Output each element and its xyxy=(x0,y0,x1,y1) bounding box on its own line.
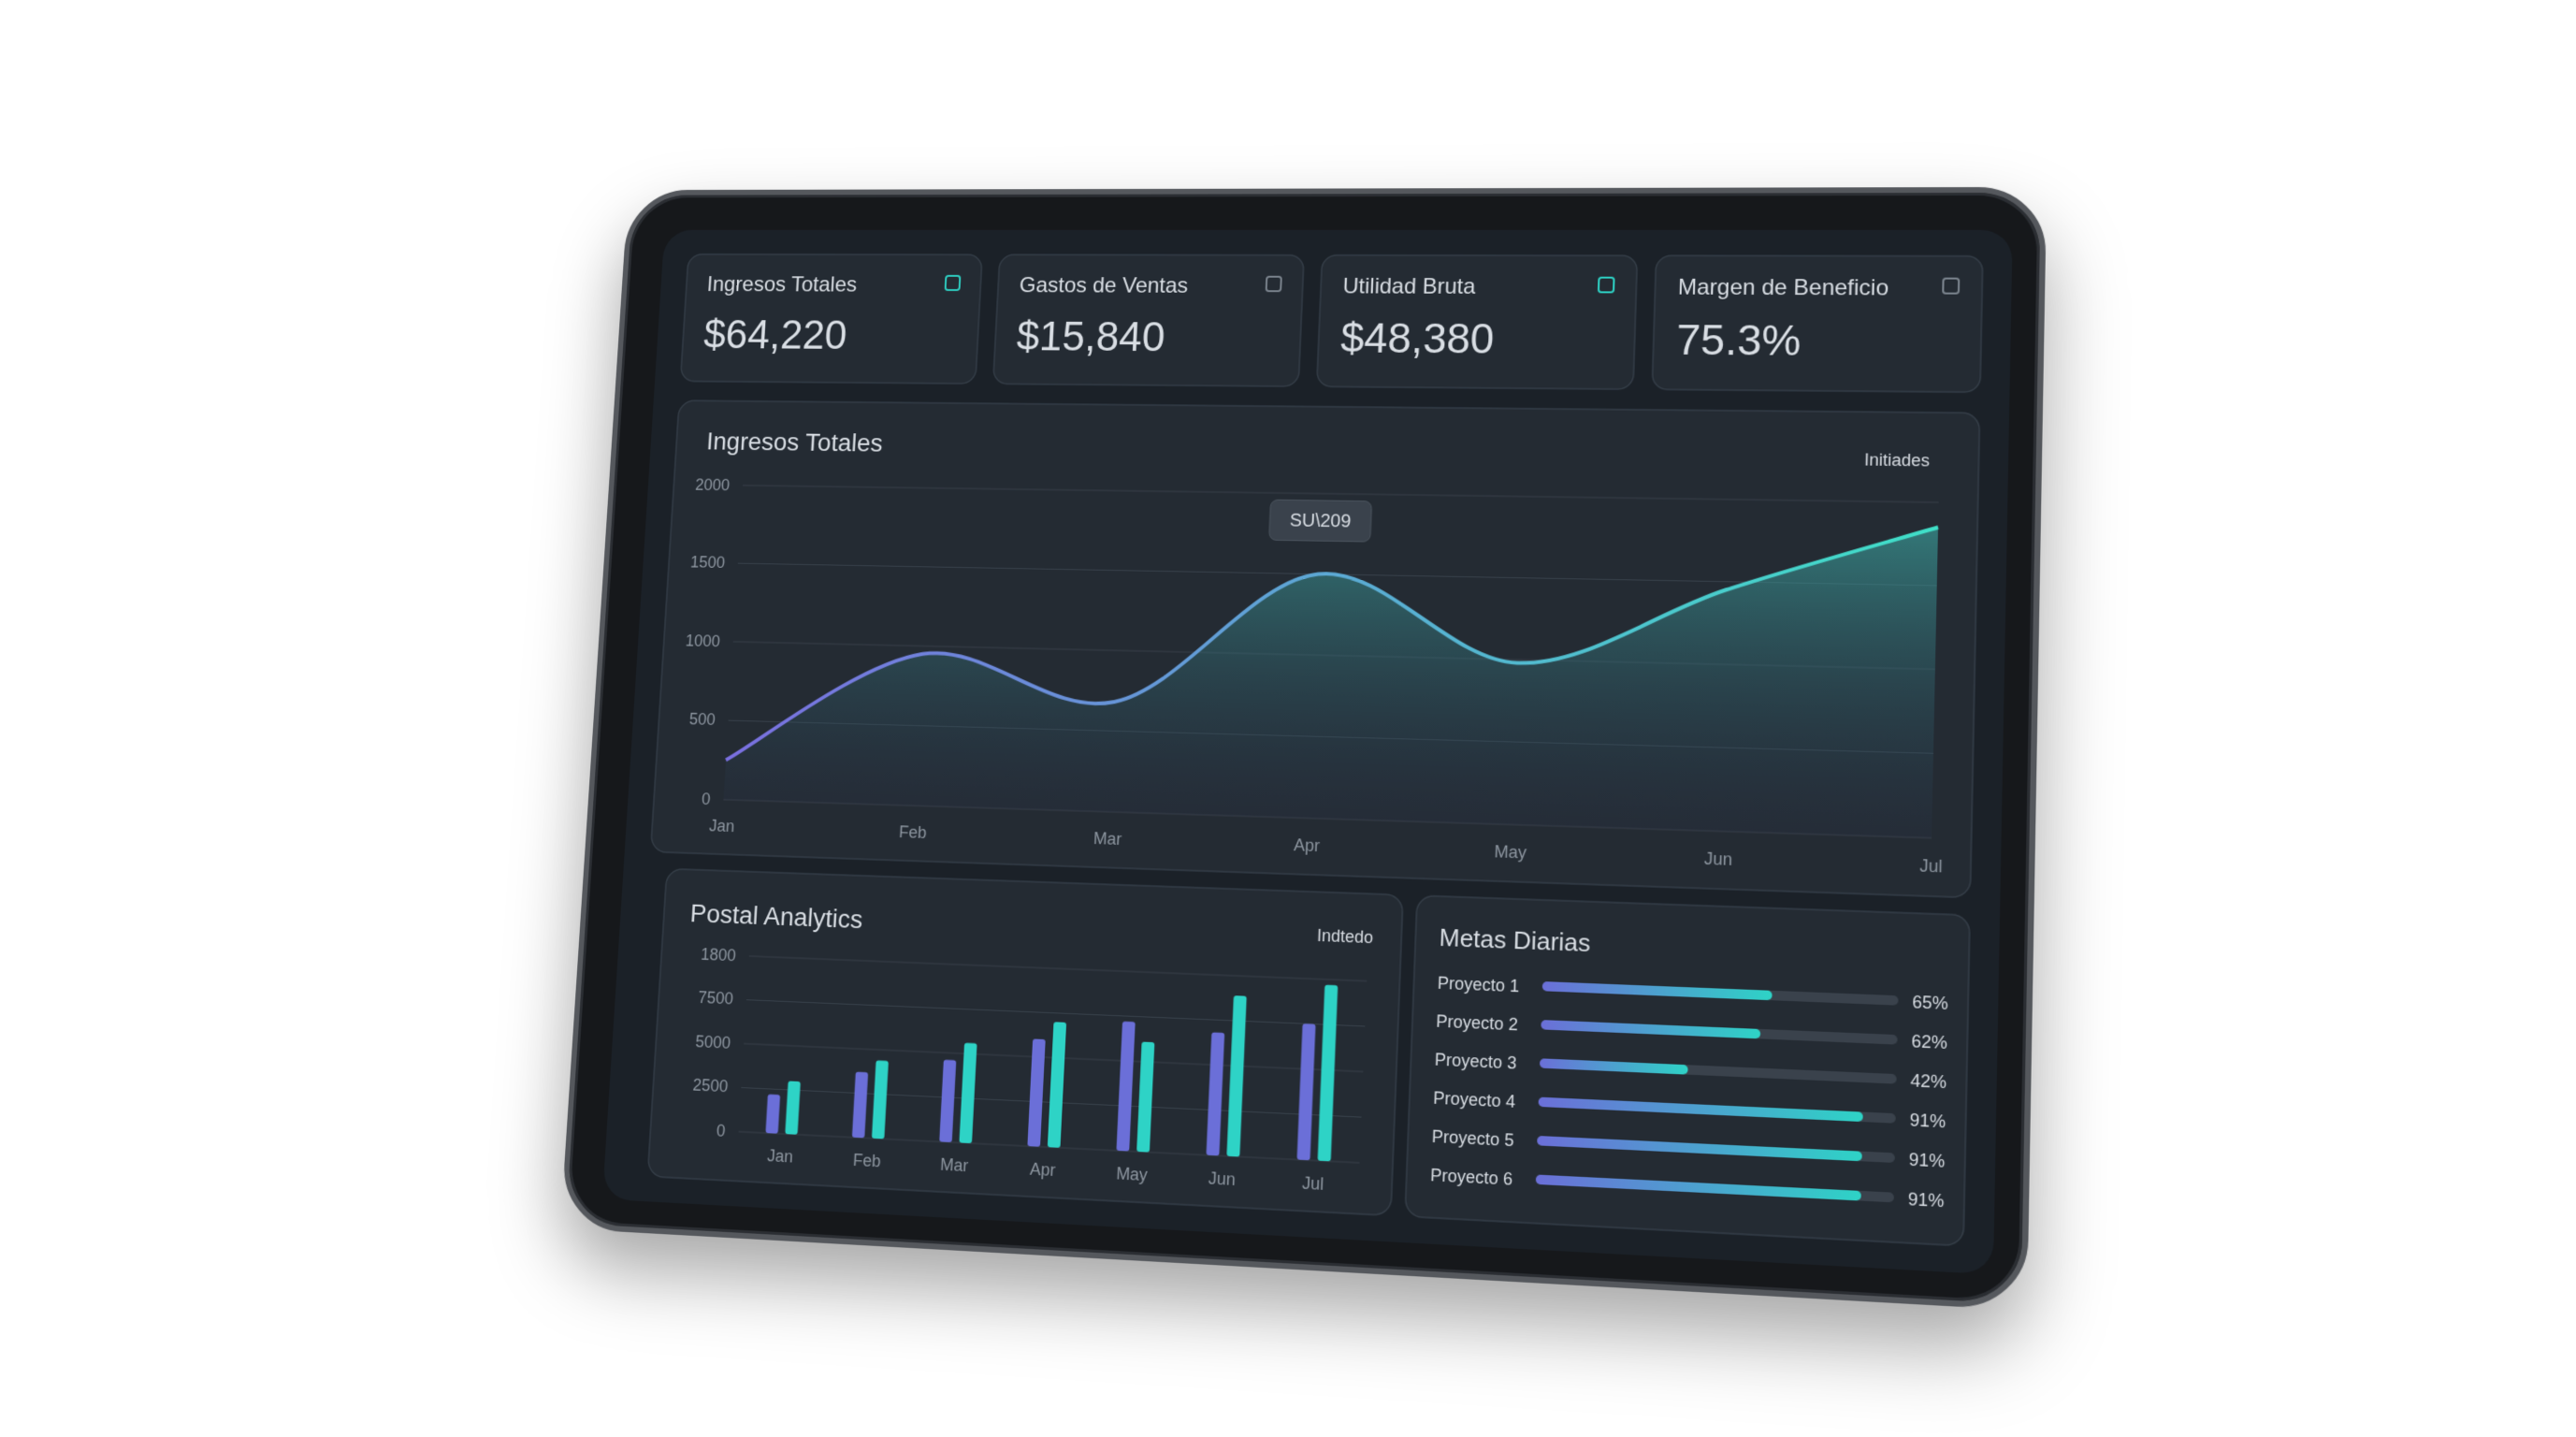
progress-value: 91% xyxy=(1909,1110,1946,1132)
chart-title: Ingresos Totales xyxy=(706,428,884,457)
chart-title: Postal Analytics xyxy=(689,899,863,935)
y-tick-label: 1800 xyxy=(701,945,737,965)
chart-card xyxy=(1405,895,1970,1246)
x-tick-label: Apr xyxy=(1030,1159,1057,1180)
kpi-card xyxy=(1317,255,1638,389)
kpi-value: $48,380 xyxy=(1339,315,1495,363)
y-tick-label: 1500 xyxy=(690,553,726,572)
x-tick-label: May xyxy=(1494,842,1527,863)
x-tick-label: Mar xyxy=(940,1154,969,1175)
screen: Ingresos Totales $64,220 Gastos de Ventas $… xyxy=(601,229,2013,1275)
progress-label: Proyecto 1 xyxy=(1437,973,1519,996)
y-tick-label: 7500 xyxy=(698,988,734,1009)
x-tick-label: Feb xyxy=(898,822,927,842)
dropdown[interactable]: Indtedo xyxy=(1317,925,1374,947)
bar xyxy=(1116,1021,1136,1152)
bar xyxy=(959,1042,977,1144)
bar xyxy=(765,1094,781,1134)
x-tick-label: Mar xyxy=(1093,829,1122,849)
tablet: Ingresos Totales $64,220 Gastos de Ventas $… xyxy=(559,186,2048,1311)
kpi-label: Margen de Beneficio xyxy=(1677,274,1889,299)
area xyxy=(723,508,1939,838)
x-tick-label: Jul xyxy=(1919,855,1943,876)
x-tick-label: Jun xyxy=(1208,1168,1236,1190)
x-tick-label: May xyxy=(1116,1164,1149,1185)
dashboard: Ingresos Totales $64,220 Gastos de Ventas $… xyxy=(602,230,2013,1275)
bar xyxy=(1136,1041,1155,1153)
kpi-label: Utilidad Bruta xyxy=(1342,273,1476,298)
bar xyxy=(871,1060,889,1139)
tooltip: SU\209 xyxy=(1289,512,1351,532)
kpi-card xyxy=(993,254,1304,386)
x-tick-label: Feb xyxy=(852,1150,881,1170)
progress-label: Proyecto 3 xyxy=(1434,1050,1516,1073)
bar xyxy=(939,1059,957,1143)
kpi-value: $15,840 xyxy=(1016,314,1166,361)
progress-label: Proyecto 4 xyxy=(1433,1088,1516,1111)
kpi-card xyxy=(680,254,982,384)
y-tick-label: 500 xyxy=(688,710,716,730)
progress-value: 62% xyxy=(1911,1031,1947,1052)
x-tick-label: Jun xyxy=(1704,849,1733,869)
progress-value: 65% xyxy=(1912,992,1948,1013)
bar xyxy=(1027,1038,1046,1147)
y-tick-label: 0 xyxy=(702,790,712,808)
kpi-card xyxy=(1652,255,1983,392)
x-tick-label: Jan xyxy=(767,1146,794,1167)
x-tick-label: Apr xyxy=(1294,835,1321,856)
progress-label: Proyecto 5 xyxy=(1431,1126,1514,1151)
progress-label: Proyecto 6 xyxy=(1430,1165,1513,1189)
y-tick-label: 1000 xyxy=(685,631,720,651)
kpi-label: Ingresos Totales xyxy=(706,272,858,297)
x-tick-label: Jan xyxy=(709,816,735,835)
x-tick-label: Jul xyxy=(1302,1173,1324,1195)
chart-title: Metas Diarias xyxy=(1439,924,1591,958)
y-tick-label: 5000 xyxy=(695,1032,731,1052)
dropdown[interactable]: Initiades xyxy=(1864,450,1931,471)
kpi-value: $64,220 xyxy=(702,312,848,358)
progress-value: 91% xyxy=(1908,1189,1945,1212)
bar xyxy=(851,1071,869,1139)
progress-value: 42% xyxy=(1910,1070,1946,1093)
kpi-label: Gastos de Ventas xyxy=(1019,272,1189,297)
y-tick-label: 0 xyxy=(716,1121,726,1140)
y-tick-label: 2500 xyxy=(692,1076,729,1096)
bar xyxy=(1206,1032,1225,1156)
bar xyxy=(1047,1022,1067,1148)
progress-value: 91% xyxy=(1908,1149,1945,1171)
progress-label: Proyecto 2 xyxy=(1436,1011,1518,1035)
y-tick-label: 2000 xyxy=(695,475,731,494)
kpi-value: 75.3% xyxy=(1675,317,1802,365)
chart-card xyxy=(647,869,1403,1216)
tooltip-box xyxy=(1269,500,1372,542)
